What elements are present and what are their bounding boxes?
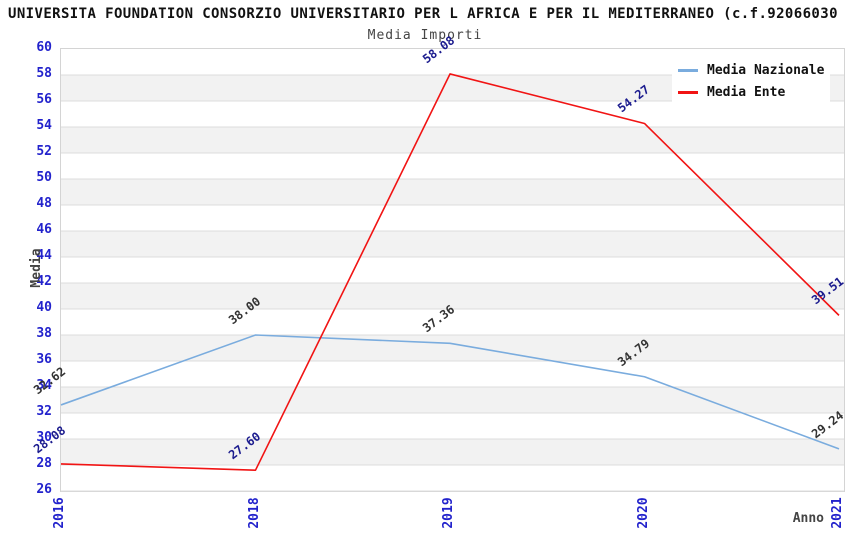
chart-lines-svg (60, 73, 844, 492)
y-tick-label: 32 (36, 404, 52, 419)
y-tick-label: 58 (36, 66, 52, 81)
legend: Media Nazionale Media Ente (672, 58, 830, 106)
legend-label: Media Nazionale (707, 62, 825, 78)
y-tick-label: 28 (36, 456, 52, 471)
series-line-media-nazionale (60, 334, 840, 450)
chart-title: UNIVERSITA FOUNDATION CONSORZIO UNIVERSI… (8, 6, 838, 22)
y-tick-label: 44 (36, 248, 52, 263)
legend-swatch-icon (678, 90, 698, 94)
x-tick-label: 2019 (441, 497, 456, 529)
y-tick-label: 30 (36, 430, 52, 445)
legend-swatch-icon (678, 68, 698, 72)
y-tick-label: 38 (36, 326, 52, 341)
y-axis-title: Media (29, 248, 44, 288)
y-tick-label: 60 (36, 40, 52, 55)
series-line-media-ente (60, 73, 840, 472)
y-tick-label: 26 (36, 482, 52, 497)
legend-label: Media Ente (707, 84, 786, 100)
y-tick-label: 34 (36, 378, 52, 393)
y-tick-label: 46 (36, 222, 52, 237)
y-tick-label: 42 (36, 274, 52, 289)
y-tick-label: 40 (36, 300, 52, 315)
y-tick-label: 48 (36, 196, 52, 211)
plot-area (60, 48, 845, 492)
x-tick-label: 2020 (635, 497, 651, 529)
legend-item-media-nazionale: Media Nazionale (678, 62, 824, 78)
y-tick-label: 50 (36, 170, 52, 185)
chart-subtitle: Media Importi (367, 28, 483, 43)
x-tick-label: 2016 (52, 497, 67, 529)
x-tick-label: 2021 (830, 497, 845, 529)
y-tick-label: 52 (36, 144, 52, 159)
y-tick-label: 54 (36, 118, 52, 133)
legend-item-media-ente: Media Ente (678, 84, 824, 100)
x-axis-title: Anno (792, 511, 824, 526)
y-tick-label: 56 (36, 92, 52, 107)
y-tick-label: 36 (36, 352, 52, 367)
x-tick-label: 2018 (246, 497, 262, 529)
